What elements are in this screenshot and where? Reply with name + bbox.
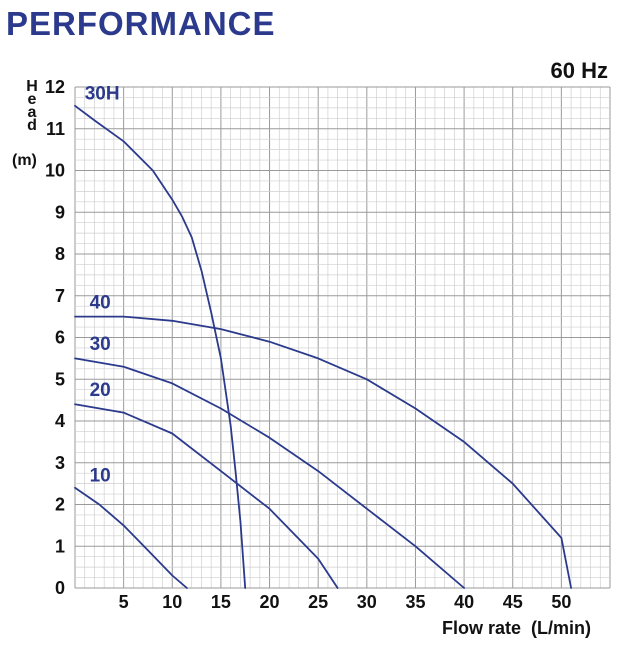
curve-label-40: 40 xyxy=(90,292,111,313)
y-tick-label: 11 xyxy=(46,119,65,139)
curve-label-10: 10 xyxy=(90,466,111,487)
curve-label-20: 20 xyxy=(90,380,111,401)
y-tick-label: 4 xyxy=(55,411,65,431)
y-axis-label-letter: a xyxy=(27,104,37,121)
x-tick-label: 15 xyxy=(211,592,231,612)
x-tick-label: 40 xyxy=(454,592,474,612)
curve-label-30h: 30H xyxy=(85,84,120,105)
y-axis-label-letter: d xyxy=(27,117,37,134)
curves xyxy=(74,104,572,589)
y-tick-label: 6 xyxy=(55,328,65,348)
x-tick-label: 45 xyxy=(503,592,523,612)
y-tick-label: 1 xyxy=(55,536,65,556)
y-axis-unit: (m) xyxy=(12,152,37,169)
y-tick-label: 0 xyxy=(55,578,65,598)
x-tick-label: 20 xyxy=(260,592,280,612)
y-axis-label: H e a d xyxy=(24,78,40,134)
y-tick-label: 7 xyxy=(55,286,65,306)
curve-label-30: 30 xyxy=(90,334,111,355)
chart-title: 60 Hz xyxy=(550,58,608,83)
x-tick-label: 10 xyxy=(162,592,182,612)
curve-30 xyxy=(74,357,465,589)
x-tick-label: 5 xyxy=(119,592,129,612)
curve-10 xyxy=(74,486,188,589)
y-tick-label: 8 xyxy=(55,244,65,264)
y-tick-label: 5 xyxy=(55,369,65,389)
grid xyxy=(74,86,611,589)
page-title: PERFORMANCE xyxy=(6,5,276,42)
y-tick-label: 10 xyxy=(45,161,65,181)
y-tick-label: 2 xyxy=(55,495,65,515)
curve-30h xyxy=(74,104,247,589)
x-axis-label: Flow rate (L/min) xyxy=(442,618,592,638)
x-tick-label: 50 xyxy=(551,592,571,612)
y-tick-label: 12 xyxy=(45,77,65,97)
curve-40 xyxy=(74,315,572,589)
curve-labels: 30H 40 30 20 10 xyxy=(85,84,120,487)
curve-20 xyxy=(74,403,339,589)
y-tick-label: 3 xyxy=(55,453,65,473)
x-tick-label: 35 xyxy=(405,592,425,612)
y-axis-label-letter: e xyxy=(27,91,37,108)
x-tick-label: 25 xyxy=(308,592,328,612)
y-tick-label: 9 xyxy=(55,202,65,222)
x-tick-label: 30 xyxy=(357,592,377,612)
y-axis-label-letter: H xyxy=(26,78,38,95)
